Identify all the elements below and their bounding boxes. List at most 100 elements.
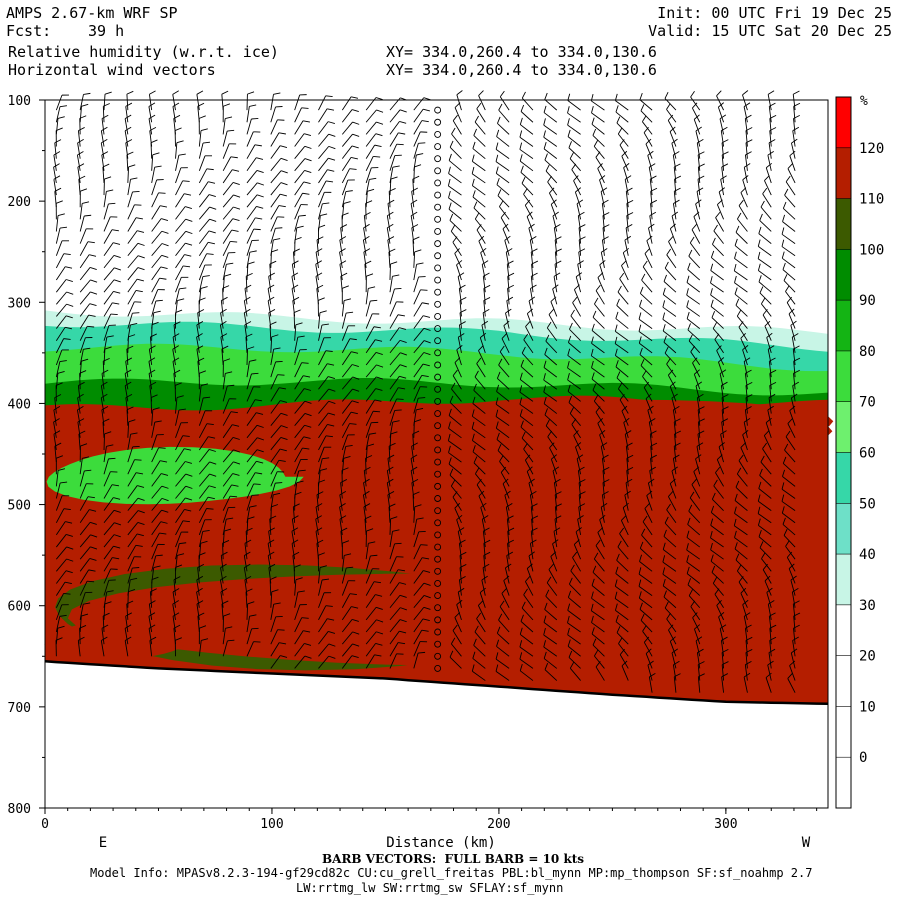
- wind-barb-shaft: [315, 252, 319, 268]
- wind-barb-flag: [106, 189, 114, 192]
- wind-barb-flag: [152, 407, 160, 411]
- wind-barb-shaft: [294, 630, 304, 645]
- wind-barb-flag: [760, 200, 765, 208]
- wind-barb-flag: [619, 648, 625, 655]
- wind-barb-shaft: [198, 206, 210, 220]
- wind-barb-flag: [669, 478, 676, 484]
- wind-barb-flag: [483, 551, 491, 556]
- wind-barb-flag: [226, 517, 234, 520]
- wind-barb-shaft: [740, 338, 748, 354]
- wind-barb-flag: [376, 121, 384, 125]
- wind-barb-flag: [220, 588, 228, 593]
- wind-barb-flag: [674, 442, 681, 447]
- colorbar-swatch: [836, 300, 851, 351]
- wind-barb-flag: [503, 320, 510, 326]
- wind-barb-shaft: [649, 434, 653, 451]
- wind-barb-shaft: [595, 290, 605, 305]
- wind-barb-flag: [343, 455, 351, 459]
- wind-barb-shaft: [482, 276, 486, 293]
- wind-barb-shaft: [127, 434, 132, 451]
- wind-barb-shaft: [744, 664, 748, 681]
- wind-barb-shaft: [246, 348, 248, 366]
- wind-barb-shaft: [270, 182, 282, 196]
- wind-barb-shaft: [519, 136, 534, 147]
- wind-barb-shaft: [175, 167, 182, 184]
- wind-barb-shaft: [127, 567, 133, 584]
- wind-barb-shaft: [482, 312, 486, 329]
- wind-barb-flag: [423, 327, 431, 331]
- wind-barb-shaft: [674, 433, 677, 450]
- wind-barb-shaft: [55, 279, 67, 293]
- wind-barb-flag: [375, 133, 383, 137]
- wind-barb-shaft: [601, 458, 605, 475]
- wind-barb-flag: [352, 388, 360, 392]
- wind-barb-shaft: [291, 531, 296, 548]
- wind-barb-shaft: [219, 579, 224, 596]
- wind-barb-flag: [472, 651, 476, 659]
- wind-barb-shaft: [734, 548, 748, 560]
- wind-barb-flag: [686, 566, 690, 574]
- wind-barb-flag: [370, 299, 378, 302]
- wind-barb-shaft: [710, 282, 724, 293]
- wind-barb-flag: [622, 502, 629, 508]
- wind-barb-flag: [448, 166, 451, 174]
- wind-barb-flag: [457, 527, 465, 532]
- calm-circle: [434, 252, 442, 260]
- wind-barb-shaft: [597, 168, 605, 184]
- wind-barb-layer: [53, 90, 801, 693]
- wind-barb-flag: [507, 284, 515, 289]
- wind-barb-shaft: [626, 215, 629, 232]
- wind-barb-shaft: [743, 676, 748, 693]
- wind-barb-flag: [422, 557, 430, 560]
- wind-barb-flag: [472, 141, 476, 149]
- wind-barb-shaft: [767, 94, 772, 111]
- wind-barb-flag: [221, 296, 228, 301]
- wind-barb-shaft: [77, 142, 81, 159]
- wind-barb-flag: [375, 97, 383, 101]
- wind-barb-flag: [423, 570, 431, 573]
- wind-barb-shaft: [662, 561, 677, 572]
- wind-barb-shaft: [687, 329, 701, 342]
- colorbar-label: 20: [859, 649, 876, 665]
- wind-barb-flag: [530, 284, 537, 289]
- wind-barb-flag: [101, 369, 109, 374]
- wind-barb-flag: [638, 312, 642, 320]
- wind-barb-flag: [787, 672, 793, 679]
- wind-barb-shaft: [619, 278, 629, 293]
- wind-barb-flag: [650, 187, 658, 192]
- colorbar-swatch: [836, 655, 851, 707]
- wind-barb-flag: [255, 217, 263, 220]
- wind-barb-shaft: [341, 434, 349, 451]
- wind-barb-flag: [112, 302, 120, 305]
- wind-barb-flag: [531, 527, 538, 532]
- wind-barb-shaft: [389, 276, 393, 293]
- wind-barb-flag: [625, 478, 633, 484]
- wind-barb-shaft: [363, 227, 367, 244]
- wind-barb-flag: [531, 503, 538, 508]
- wind-barb-shaft: [54, 397, 57, 414]
- wind-barb-shaft: [502, 483, 510, 499]
- wind-barb-shaft: [495, 148, 510, 160]
- wind-barb-shaft: [640, 293, 653, 305]
- wind-barb-shaft: [389, 264, 391, 281]
- wind-barb-shaft: [365, 631, 377, 645]
- wind-barb-shaft: [151, 218, 162, 232]
- wind-barb-shaft: [175, 520, 184, 536]
- wind-barb-shaft: [591, 597, 605, 609]
- wind-barb-shaft: [172, 106, 176, 123]
- wind-barb-shaft: [671, 397, 677, 414]
- wind-barb-flag: [325, 605, 333, 607]
- wind-barb-flag: [80, 188, 88, 192]
- wind-barb-shaft: [197, 312, 200, 329]
- wind-barb-flag: [84, 214, 92, 217]
- wind-barb-flag: [412, 175, 420, 180]
- wind-barb-shaft: [172, 616, 176, 633]
- wind-barb-shaft: [697, 434, 701, 451]
- wind-barb-shaft: [243, 312, 248, 329]
- wind-barb-shaft: [269, 518, 272, 535]
- wind-barb-shaft: [645, 143, 653, 159]
- wind-barb-flag: [471, 409, 475, 417]
- wind-barb-flag: [767, 660, 774, 666]
- wind-barb-flag: [399, 582, 407, 585]
- wind-barb-flag: [209, 218, 217, 222]
